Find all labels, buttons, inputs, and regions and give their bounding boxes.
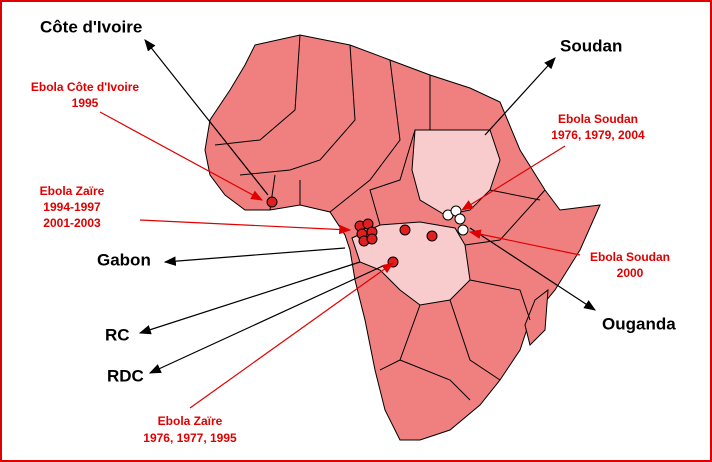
outbreak-label: Ebola Soudan [590, 250, 670, 264]
outbreak-label: Ebola Zaïre [158, 414, 223, 428]
outbreak-label: 1976, 1979, 2004 [551, 128, 645, 142]
outbreak-label: Ebola Zaïre [40, 184, 105, 198]
country-label: Ouganda [602, 314, 676, 333]
outbreak-label: Ebola Côte d'Ivoire [31, 80, 140, 94]
country-label: Gabon [97, 250, 151, 269]
outbreak-label: 1995 [72, 96, 99, 110]
country-label: Côte d'Ivoire [40, 17, 142, 36]
outbreak-label: 1994-1997 [43, 200, 101, 214]
outbreak-points [266, 196, 469, 268]
outbreak-label: 2001-2003 [43, 216, 101, 230]
country-label: Soudan [560, 36, 622, 55]
outbreak-label: 1976, 1977, 1995 [143, 431, 237, 445]
arrows [99, 39, 597, 409]
country-label: RC [105, 325, 130, 344]
outbreak-label: Ebola Soudan [558, 112, 638, 126]
africa [204, 34, 601, 441]
country-label: RDC [107, 366, 144, 385]
outbreak-label: 2000 [617, 266, 644, 280]
